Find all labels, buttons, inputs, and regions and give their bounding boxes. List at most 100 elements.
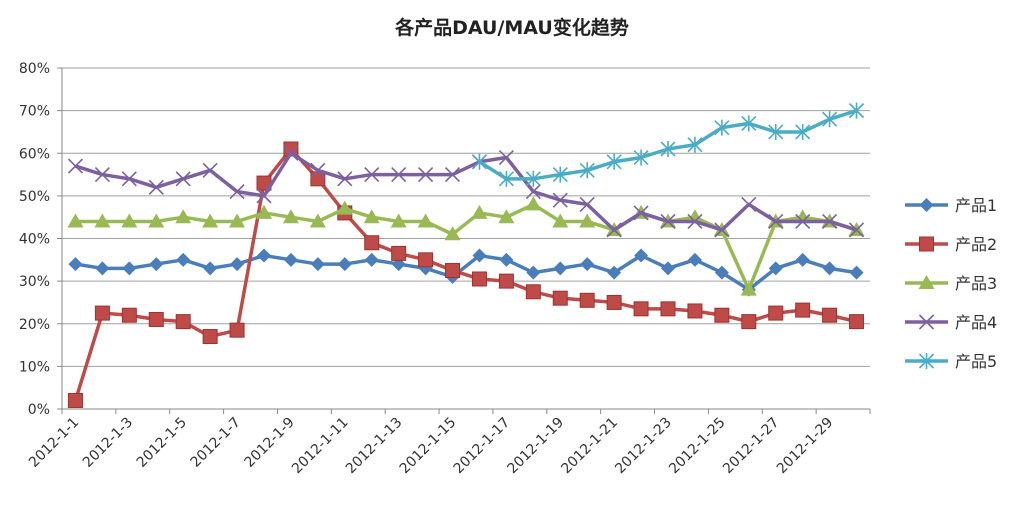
marker-stroke — [741, 196, 757, 212]
x-tick-label: 2012-1-3 — [80, 415, 136, 471]
diamond-marker — [364, 252, 379, 267]
y-tick-label: 50% — [19, 189, 50, 205]
star-marker — [552, 166, 568, 183]
square-marker — [919, 236, 934, 252]
triangle-marker — [444, 226, 461, 241]
triangle-marker — [552, 213, 569, 228]
marker-stroke — [498, 170, 514, 187]
marker-stroke — [525, 184, 541, 200]
x-axis: 2012-1-12012-1-32012-1-52012-1-72012-1-9… — [26, 409, 871, 478]
diamond-marker — [919, 198, 934, 212]
series-5 — [471, 102, 865, 187]
triangle-marker — [148, 213, 165, 228]
triangle-marker — [498, 209, 515, 224]
triangle-marker — [918, 275, 935, 289]
x-tick-label: 2012-1-29 — [774, 415, 837, 478]
marker-stroke — [337, 171, 353, 187]
chart-title: 各产品DAU/MAU变化趋势 — [394, 16, 629, 39]
star-marker — [741, 115, 757, 132]
diamond-marker — [687, 252, 702, 267]
x-marker — [310, 162, 326, 178]
x-marker — [418, 166, 434, 183]
diamond-marker — [499, 252, 514, 267]
star-marker — [633, 149, 649, 166]
diamond-marker — [822, 261, 837, 276]
marker-stroke — [822, 213, 838, 230]
series-line — [73, 147, 857, 401]
y-axis: 0% 10% 20% 30% 40% 50% 60% 70% 80% — [19, 61, 63, 418]
x-tick-label: 2012-1-25 — [666, 415, 729, 478]
star-marker — [525, 170, 541, 187]
marker-stroke — [687, 136, 703, 153]
triangle-marker — [740, 281, 757, 296]
square-marker — [471, 271, 487, 287]
legend-label: 产品2 — [955, 235, 997, 254]
x-marker — [498, 149, 514, 166]
x-tick-label: 2012-1-19 — [505, 415, 568, 478]
square-marker — [94, 305, 110, 321]
x-marker — [822, 213, 838, 230]
triangle-marker — [794, 209, 811, 224]
legend-item: 产品4 — [905, 313, 997, 332]
marker-stroke — [741, 115, 757, 132]
y-tick-label: 10% — [19, 359, 50, 375]
marker-stroke — [418, 166, 434, 183]
square-marker — [175, 314, 191, 330]
star-marker — [918, 353, 935, 369]
x-marker — [848, 222, 865, 238]
square-marker — [391, 245, 407, 261]
marker-stroke — [660, 213, 676, 230]
x-marker — [364, 166, 380, 183]
diamond-marker — [310, 257, 325, 272]
triangle-marker — [94, 213, 111, 228]
triangle-marker — [256, 204, 272, 219]
x-marker — [687, 213, 703, 230]
star-marker — [660, 140, 676, 157]
triangle-marker — [363, 209, 380, 224]
x-marker — [148, 179, 164, 195]
marker-stroke — [687, 213, 703, 230]
star-marker — [795, 123, 811, 140]
triangle-marker — [282, 209, 299, 224]
marker-stroke — [795, 123, 811, 140]
square-marker — [849, 314, 865, 330]
diamond-marker — [580, 257, 595, 272]
series-line — [75, 202, 858, 292]
diamond-marker — [337, 257, 352, 272]
square-marker — [202, 329, 218, 345]
triangle-marker — [175, 209, 192, 224]
x-tick-label: 2012-1-23 — [612, 415, 675, 478]
marker-stroke — [552, 166, 568, 183]
series-group — [67, 102, 865, 408]
marker-stroke — [660, 140, 676, 157]
marker-stroke — [633, 149, 649, 166]
triangle-marker — [417, 213, 434, 228]
star-marker — [768, 123, 784, 140]
square-marker — [768, 305, 784, 321]
y-tick-label: 40% — [19, 232, 50, 248]
legend-label: 产品4 — [955, 313, 997, 332]
marker-stroke — [822, 111, 838, 128]
marker-stroke — [848, 102, 865, 119]
x-marker — [444, 166, 461, 183]
star-marker — [714, 119, 730, 136]
triangle-marker — [309, 213, 326, 228]
square-marker — [498, 273, 514, 289]
y-tick-label: 70% — [19, 104, 50, 120]
diamond-marker — [768, 261, 783, 276]
x-tick-label: 2012-1-9 — [242, 415, 298, 471]
square-marker — [445, 262, 461, 278]
square-marker — [310, 171, 326, 187]
marker-stroke — [391, 166, 407, 183]
x-marker — [579, 196, 595, 212]
x-tick-label: 2012-1-21 — [558, 415, 621, 478]
marker-stroke — [444, 166, 461, 183]
star-marker — [848, 102, 865, 119]
diamond-marker — [68, 257, 83, 272]
x-tick-label: 2012-1-27 — [720, 415, 783, 478]
marker-stroke — [175, 171, 191, 187]
square-marker — [579, 292, 595, 308]
y-tick-label: 0% — [28, 402, 50, 418]
square-marker — [148, 311, 164, 327]
diamond-marker — [176, 252, 191, 267]
